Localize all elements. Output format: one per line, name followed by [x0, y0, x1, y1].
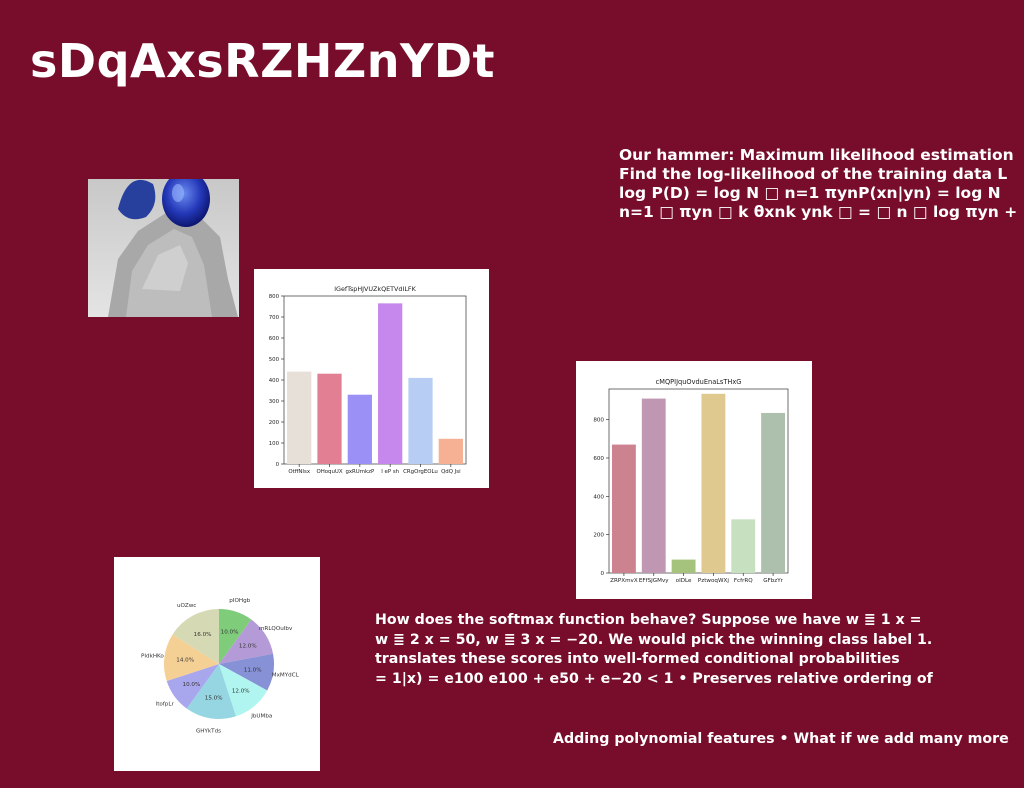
y-tick-label: 800 [593, 418, 604, 424]
y-tick-label: 300 [269, 399, 280, 405]
ml-line: n=1 □ πyn □ k θxnk ynk □ = □ n □ log πyn… [619, 203, 1018, 221]
chart-title: cMQPIJquOvduEnaLsTHxG [656, 378, 742, 386]
y-tick-label: 0 [276, 462, 280, 468]
softmax-line: = 1|x) = e100 e100 + e50 + e−20 < 1 • Pr… [375, 670, 933, 687]
pie-pct-label: 11.0% [244, 667, 262, 673]
y-tick-label: 500 [269, 357, 280, 363]
slide-title: sDqAxsRZHZnYDt [30, 34, 496, 88]
x-tick-label: gxRUmkzP [345, 469, 375, 475]
pie-slice [186, 664, 236, 719]
bar [641, 398, 666, 573]
pie-label: uOZwc [177, 603, 196, 609]
pie-slice [164, 634, 219, 681]
x-tick-label: oIDLe [676, 578, 692, 584]
ml-line: Find the log-likelihood of the training … [619, 165, 1008, 183]
bar [317, 373, 342, 464]
x-tick-label: CRgOrgEOLu [403, 469, 438, 475]
bar [701, 393, 726, 573]
x-tick-label: PztwoqWXj [698, 578, 729, 584]
softmax-line: w ≣ 2 x = 50, w ≣ 3 x = −20. We would pi… [375, 631, 933, 648]
ml-line: Our hammer: Maximum likelihood estimatio… [619, 146, 1014, 164]
pie-pct-label: 12.0% [232, 688, 250, 694]
pie-pct-label: 16.0% [194, 632, 212, 638]
pie-pct-label: 10.0% [183, 682, 201, 688]
pie-label: mRLQOuIbv [259, 626, 293, 632]
x-tick-label: OHoquUX [316, 469, 342, 475]
sculpture-photo [88, 179, 239, 317]
y-tick-label: 600 [593, 456, 604, 462]
bar [408, 377, 433, 464]
bar [611, 444, 636, 573]
pie-label: PIdkHKo [141, 654, 164, 660]
y-tick-label: 400 [593, 494, 604, 500]
pie-slice [219, 664, 268, 717]
y-tick-label: 0 [600, 571, 604, 577]
bar [731, 519, 756, 573]
bar-chart-1-svg: lGefTspHJVUZkQETVdILFK 0 100 200 300 400 500 60… [269, 285, 467, 475]
bar [438, 438, 463, 464]
pie-pct-label: 12.0% [239, 644, 257, 650]
pie-slice [166, 664, 219, 709]
bar [347, 394, 372, 464]
pie-pct-label: 15.0% [205, 696, 223, 702]
x-tick-label: ZRPXmvX [610, 578, 638, 584]
softmax-text: How does the softmax function behave? Su… [375, 611, 935, 689]
y-tick-label: 100 [269, 441, 280, 447]
pie-label: ltofpLr [156, 701, 175, 707]
y-tick-label: 600 [269, 336, 280, 342]
x-tick-label: GFbzYr [763, 578, 783, 584]
x-tick-label: EFfSJGMvy [639, 578, 669, 584]
pie-chart: 10.0% pIOHgb 12.0% mRLQOuIbv 11.0% MxMYdCL 12.… [114, 557, 320, 771]
y-tick-label: 800 [269, 294, 280, 300]
pie-label: pIOHgb [229, 598, 250, 604]
softmax-line: How does the softmax function behave? Su… [375, 612, 922, 628]
pie-slice [219, 609, 252, 664]
pie-slice [172, 609, 219, 664]
x-tick-label: FcfrRQ [734, 578, 753, 584]
x-tick-label: I eP sh [381, 469, 399, 475]
pie-pct-label: 10.0% [221, 630, 239, 636]
pie-pct-label: 14.0% [176, 658, 194, 664]
x-tick-label: OtffNIsx [288, 469, 311, 475]
ml-line: log P(D) = log N □ n=1 πynP(xn|yn) = log… [619, 184, 1001, 202]
y-tick-label: 700 [269, 315, 280, 321]
x-tick-label: QdQ Jsi [441, 469, 461, 475]
y-tick-label: 200 [269, 420, 280, 426]
bar [761, 412, 786, 573]
plot-frame [608, 388, 789, 574]
y-tick-label: 200 [593, 533, 604, 539]
pie-chart-svg: 10.0% pIOHgb 12.0% mRLQOuIbv 11.0% MxMYdCL 12.… [141, 598, 300, 734]
bar [378, 303, 403, 464]
pie-slice [219, 653, 274, 691]
y-tick-label: 400 [269, 378, 280, 384]
polynomial-features-text: Adding polynomial features • What if we … [553, 731, 1009, 747]
bar [671, 559, 696, 573]
pie-label: JbUMba [250, 714, 272, 720]
softmax-line: translates these scores into well-formed… [375, 651, 900, 667]
ml-estimation-text: Our hammer: Maximum likelihood estimatio… [619, 146, 1024, 222]
bar [287, 371, 312, 464]
pie-label: MxMYdCL [272, 672, 300, 678]
bar-chart-1: lGefTspHJVUZkQETVdILFK 0 100 200 300 400 500 60… [254, 269, 489, 488]
bar-chart-2-svg: cMQPIJquOvduEnaLsTHxG 0 200 400 600 800 ZRPXmv… [593, 378, 789, 584]
chart-title: lGefTspHJVUZkQETVdILFK [334, 285, 416, 293]
pie-slice [219, 619, 274, 664]
pie-label: GHYkTds [196, 728, 221, 734]
bar-chart-2: cMQPIJquOvduEnaLsTHxG 0 200 400 600 800 ZRPXmv… [576, 361, 812, 599]
